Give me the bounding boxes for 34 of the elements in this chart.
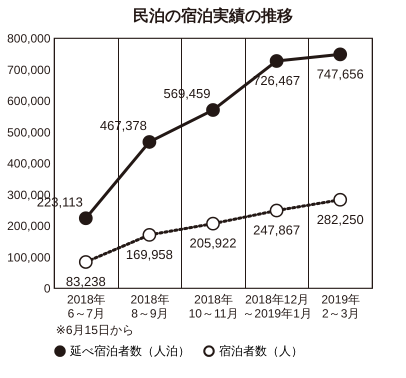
text: ※6月15日から [56,323,134,337]
x-tick-label: 2018年12月～2019年1月 [242,292,312,320]
y-tick-label: 0 [44,282,51,296]
data-label: 169,958 [126,246,173,262]
legend-label: 宿泊者数（人） [219,344,303,358]
data-label: 205,922 [190,236,236,251]
point [142,135,156,149]
y-tick-label: 100,000 [7,250,51,264]
y-tick-label: 500,000 [7,125,51,140]
y-tick-label: 700,000 [7,62,51,77]
point [333,192,348,207]
point [270,204,284,218]
data-label: 726,467 [253,72,300,88]
y-tick-label: 400,000 [7,156,51,170]
y-tick-label: 800,000 [7,32,51,46]
data-label: 247,867 [253,222,300,238]
x-tick-label: 2018年 8～9月 [130,292,170,320]
data-label: 747,656 [316,66,364,82]
data-label: 83,238 [66,274,106,289]
point [333,47,348,62]
point [142,228,156,242]
y-tick-label: 200,000 [7,219,51,233]
point [270,54,284,68]
point [206,216,220,231]
data-label: 282,250 [316,212,364,227]
x-tick-label: 2018年 10～11月 [188,292,238,320]
point [78,255,93,269]
x-tick-label: 2019年 2～3月 [321,292,360,320]
chart-title: 民泊の宿泊実績の推移 [133,6,293,25]
legend-label: 延べ宿泊者数（人泊） [69,344,190,358]
point [78,211,93,226]
y-tick-label: 600,000 [7,94,51,108]
point [206,103,220,117]
x-tick-label: 2018年 6～7月 [66,292,106,320]
